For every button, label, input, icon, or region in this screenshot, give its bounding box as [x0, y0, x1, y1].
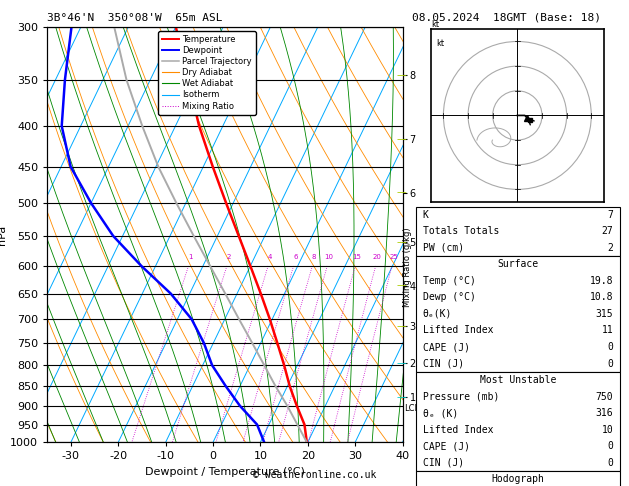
Text: 0: 0 [608, 458, 613, 468]
Text: CAPE (J): CAPE (J) [423, 441, 470, 451]
Text: © weatheronline.co.uk: © weatheronline.co.uk [253, 470, 376, 480]
Text: θₑ(K): θₑ(K) [423, 309, 452, 319]
Text: 0: 0 [608, 441, 613, 451]
Text: 20: 20 [373, 254, 382, 260]
Text: Temp (°C): Temp (°C) [423, 276, 476, 286]
Text: 19.8: 19.8 [590, 276, 613, 286]
Text: —: — [396, 134, 406, 144]
Text: —: — [396, 70, 406, 80]
Text: 10: 10 [325, 254, 333, 260]
Text: —: — [396, 280, 406, 291]
Text: 10: 10 [601, 425, 613, 434]
Text: 316: 316 [596, 408, 613, 418]
Text: 315: 315 [596, 309, 613, 319]
Text: θₑ (K): θₑ (K) [423, 408, 458, 418]
Text: 3B°46'N  350°08'W  65m ASL: 3B°46'N 350°08'W 65m ASL [47, 13, 223, 23]
Text: 15: 15 [352, 254, 361, 260]
Text: 0: 0 [608, 342, 613, 352]
Text: 27: 27 [601, 226, 613, 236]
Text: kt: kt [431, 20, 439, 29]
Text: 2: 2 [226, 254, 231, 260]
Text: 8: 8 [312, 254, 316, 260]
X-axis label: Dewpoint / Temperature (°C): Dewpoint / Temperature (°C) [145, 467, 305, 477]
Text: —: — [396, 188, 406, 197]
Text: —: — [396, 321, 406, 331]
Text: CAPE (J): CAPE (J) [423, 342, 470, 352]
Text: Surface: Surface [498, 260, 538, 269]
Text: K: K [423, 210, 428, 220]
Text: 4: 4 [267, 254, 272, 260]
Text: 2: 2 [608, 243, 613, 253]
Text: Most Unstable: Most Unstable [480, 375, 556, 385]
Text: Lifted Index: Lifted Index [423, 425, 493, 434]
Text: 08.05.2024  18GMT (Base: 18): 08.05.2024 18GMT (Base: 18) [412, 12, 601, 22]
Text: Pressure (mb): Pressure (mb) [423, 392, 499, 401]
Y-axis label: hPa: hPa [0, 225, 8, 244]
Text: Totals Totals: Totals Totals [423, 226, 499, 236]
Text: Lifted Index: Lifted Index [423, 326, 493, 335]
Text: LCL: LCL [404, 404, 419, 414]
Text: 7: 7 [608, 210, 613, 220]
Y-axis label: km
ASL: km ASL [426, 213, 444, 235]
Text: —: — [396, 237, 406, 247]
Text: —: — [396, 358, 406, 368]
Text: 6: 6 [293, 254, 298, 260]
Text: 10.8: 10.8 [590, 293, 613, 302]
Text: 1: 1 [188, 254, 192, 260]
Text: CIN (J): CIN (J) [423, 458, 464, 468]
Legend: Temperature, Dewpoint, Parcel Trajectory, Dry Adiabat, Wet Adiabat, Isotherm, Mi: Temperature, Dewpoint, Parcel Trajectory… [158, 31, 256, 115]
Text: 11: 11 [601, 326, 613, 335]
Text: Dewp (°C): Dewp (°C) [423, 293, 476, 302]
Text: —: — [396, 392, 406, 402]
Text: Hodograph: Hodograph [491, 474, 545, 484]
Text: 750: 750 [596, 392, 613, 401]
Text: CIN (J): CIN (J) [423, 359, 464, 368]
Text: PW (cm): PW (cm) [423, 243, 464, 253]
Text: kt: kt [436, 39, 444, 48]
Text: 25: 25 [389, 254, 398, 260]
Text: Mixing Ratio (g/kg): Mixing Ratio (g/kg) [403, 227, 412, 307]
Text: 0: 0 [608, 359, 613, 368]
